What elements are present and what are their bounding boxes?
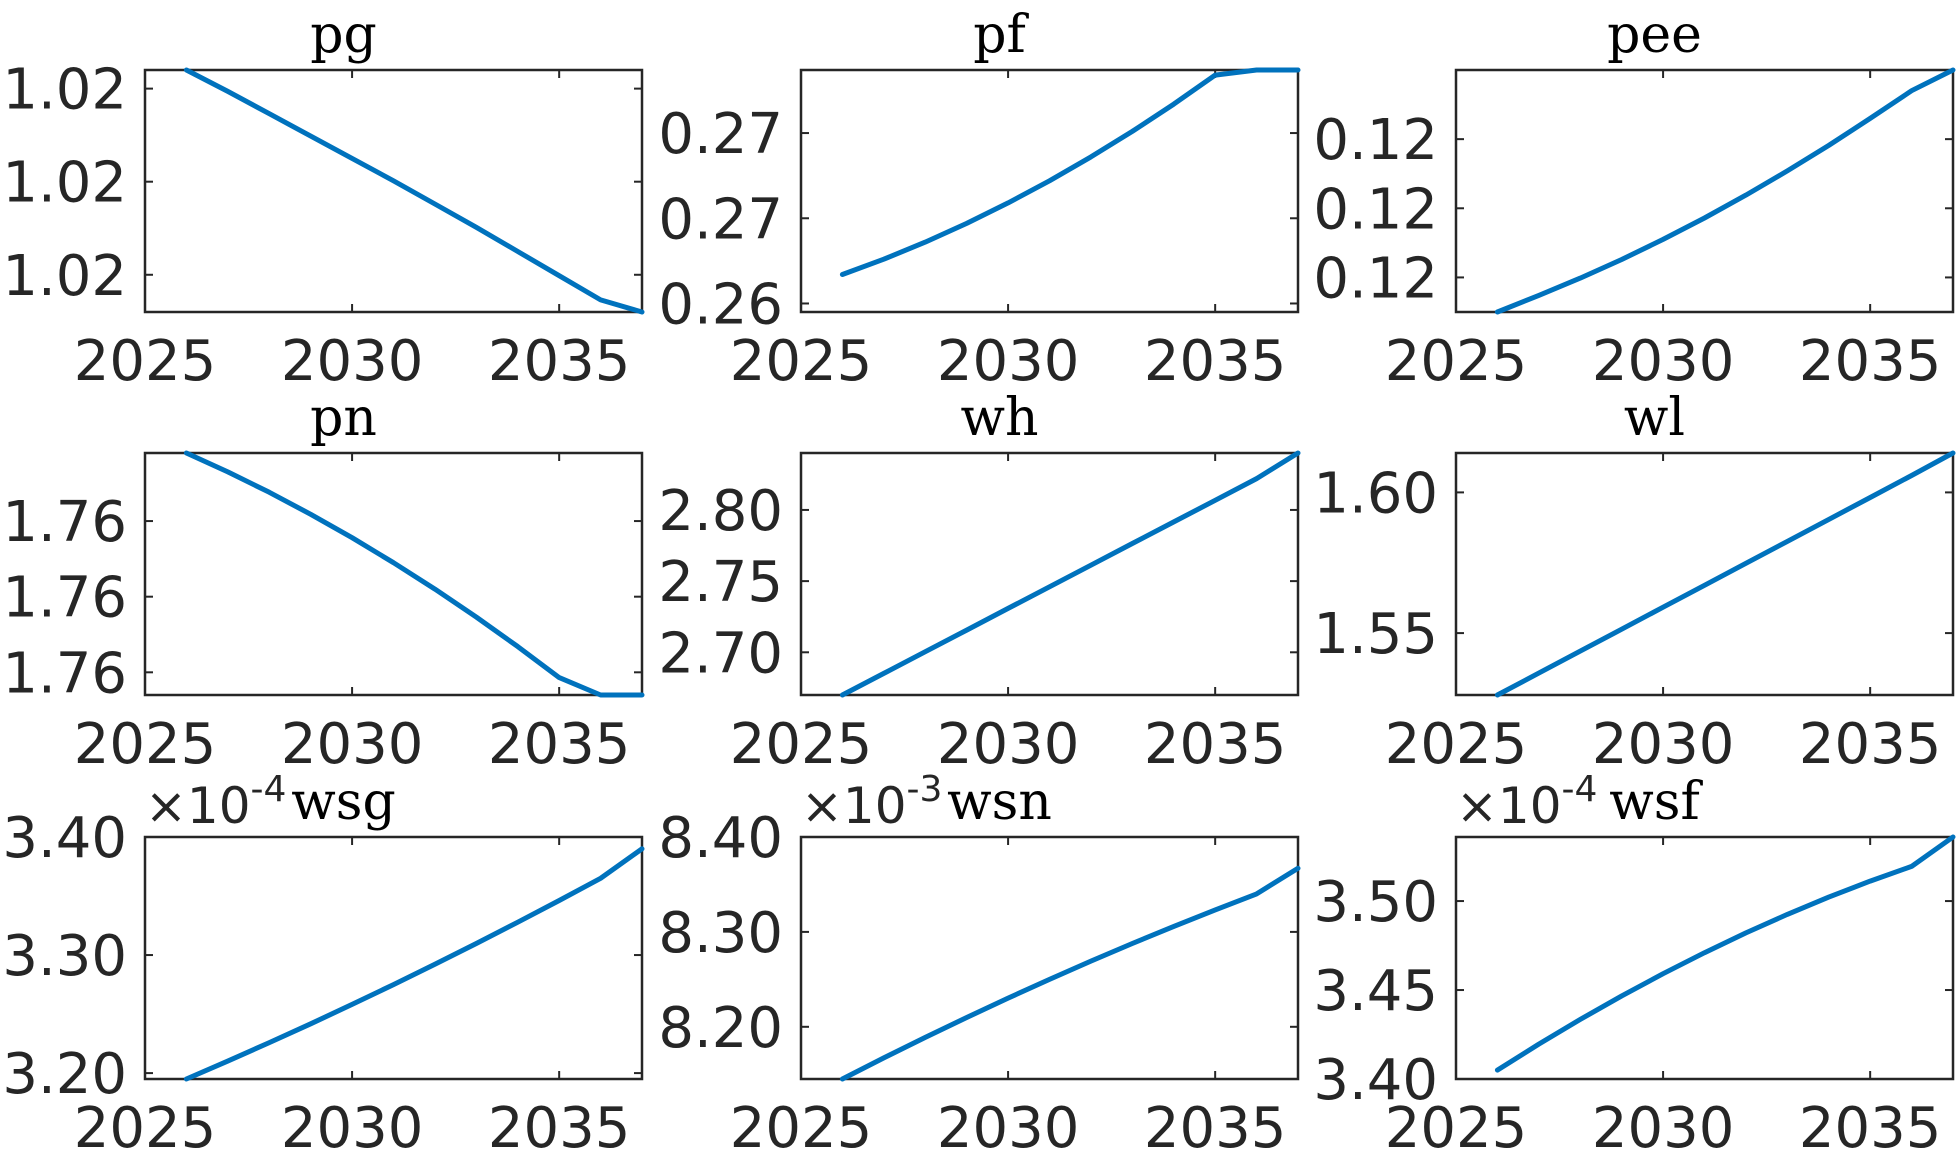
y-tick-label: 0.12 xyxy=(1313,108,1438,173)
y-tick-label: 1.02 xyxy=(2,244,127,309)
y-tick-label: 3.45 xyxy=(1313,959,1438,1024)
y-tick-label: 0.27 xyxy=(658,102,783,167)
x-tick-label: 2025 xyxy=(1385,712,1528,777)
x-tick-label: 2025 xyxy=(730,1096,873,1157)
x-tick-label: 2035 xyxy=(1799,329,1942,394)
series-line xyxy=(183,67,645,315)
y-tick-label: 3.30 xyxy=(2,924,127,989)
x-tick-label: 2035 xyxy=(488,1096,631,1157)
x-tick-label: 2035 xyxy=(1799,1096,1942,1157)
panel-title: wl xyxy=(1624,388,1685,448)
y-tick-label: 1.55 xyxy=(1313,602,1438,667)
panel-title: wsf xyxy=(1609,772,1703,832)
series-line xyxy=(839,450,1301,698)
x-tick-label: 2025 xyxy=(730,329,873,394)
y-tick-label: 2.80 xyxy=(658,479,783,544)
y-tick-label: 3.40 xyxy=(1313,1048,1438,1113)
panel-pn: 2025 2030 2035 1.76 1.76 1.76 pn xyxy=(2,388,645,777)
series-line xyxy=(1494,450,1956,698)
series-line xyxy=(1494,834,1956,1073)
panel-wsf: 2025 2030 2035 3.40 3.45 3.50 wsf×10-4 xyxy=(1313,769,1956,1157)
panel-pg: 2025 2030 2035 1.02 1.02 1.02 pg xyxy=(2,5,645,394)
x-tick-label: 2035 xyxy=(1799,712,1942,777)
series-line xyxy=(839,67,1301,277)
x-tick-label: 2030 xyxy=(281,1096,424,1157)
y-tick-label: 1.60 xyxy=(1313,461,1438,526)
y-tick-label: 1.76 xyxy=(2,490,127,555)
y-exponent-label: ×10-4 xyxy=(145,769,286,835)
series-line xyxy=(1494,67,1956,315)
x-tick-label: 2030 xyxy=(937,1096,1080,1157)
y-tick-label: 8.40 xyxy=(658,806,783,871)
series-line xyxy=(183,846,645,1082)
y-tick-label: 2.75 xyxy=(658,550,783,615)
x-tick-label: 2030 xyxy=(1592,329,1735,394)
series-line xyxy=(839,865,1301,1082)
axes-box xyxy=(799,451,1300,697)
y-tick-label: 8.20 xyxy=(658,996,783,1061)
y-tick-label: 3.50 xyxy=(1313,870,1438,935)
panel-wsn: 2025 2030 2035 8.20 8.30 8.40 wsn×10-3 xyxy=(658,769,1301,1157)
y-tick-label: 2.70 xyxy=(658,621,783,686)
x-tick-label: 2030 xyxy=(1592,712,1735,777)
x-tick-label: 2025 xyxy=(74,712,217,777)
x-tick-label: 2025 xyxy=(74,1096,217,1157)
panel-pf: 2025 2030 2035 0.26 0.27 0.27 pf xyxy=(658,5,1301,394)
y-tick-label: 0.27 xyxy=(658,187,783,252)
x-tick-label: 2030 xyxy=(937,329,1080,394)
x-tick-label: 2030 xyxy=(937,712,1080,777)
x-tick-label: 2030 xyxy=(1592,1096,1735,1157)
x-tick-label: 2035 xyxy=(1144,329,1287,394)
x-tick-label: 2025 xyxy=(1385,1096,1528,1157)
axes-box xyxy=(799,835,1300,1081)
y-tick-label: 0.12 xyxy=(1313,246,1438,311)
y-tick-label: 0.26 xyxy=(658,272,783,337)
y-tick-label: 1.76 xyxy=(2,641,127,706)
axes-box xyxy=(143,835,644,1081)
y-tick-label: 3.20 xyxy=(2,1042,127,1107)
y-exponent-label: ×10-4 xyxy=(1456,769,1597,835)
x-tick-label: 2035 xyxy=(1144,1096,1287,1157)
y-tick-label: 1.02 xyxy=(2,151,127,216)
y-tick-label: 1.02 xyxy=(2,58,127,123)
panel-wh: 2025 2030 2035 2.702.752.80 wh xyxy=(658,388,1301,777)
axes-box xyxy=(799,68,1300,314)
axes-box xyxy=(1454,68,1955,314)
y-tick-label: 8.30 xyxy=(658,901,783,966)
panel-title: pg xyxy=(310,5,377,65)
x-tick-label: 2035 xyxy=(1144,712,1287,777)
axes-box xyxy=(1454,451,1955,697)
x-tick-label: 2035 xyxy=(488,712,631,777)
y-tick-label: 1.76 xyxy=(2,566,127,631)
panel-title: pn xyxy=(310,388,377,448)
x-tick-label: 2030 xyxy=(281,329,424,394)
panel-wsg: 2025 2030 2035 3.20 3.30 3.40 wsg×10-4 xyxy=(2,769,645,1157)
x-tick-label: 2025 xyxy=(74,329,217,394)
x-tick-label: 2035 xyxy=(488,329,631,394)
panel-title: pf xyxy=(973,5,1029,65)
panel-title: wsn xyxy=(947,772,1052,832)
panel-title: wh xyxy=(961,388,1039,448)
y-tick-label: 0.12 xyxy=(1313,177,1438,242)
panel-title: pee xyxy=(1607,5,1702,65)
axes-box xyxy=(143,451,644,697)
x-tick-label: 2025 xyxy=(730,712,873,777)
axes-box xyxy=(143,68,644,314)
panel-wl: 2025 2030 2035 1.55 1.60 wl xyxy=(1313,388,1956,777)
panel-title: wsg xyxy=(291,772,395,832)
x-tick-label: 2030 xyxy=(281,712,424,777)
series-line xyxy=(183,450,645,698)
axes-box xyxy=(1454,835,1955,1081)
y-tick-label: 3.40 xyxy=(2,806,127,871)
x-tick-label: 2025 xyxy=(1385,329,1528,394)
y-exponent-label: ×10-3 xyxy=(801,769,942,835)
